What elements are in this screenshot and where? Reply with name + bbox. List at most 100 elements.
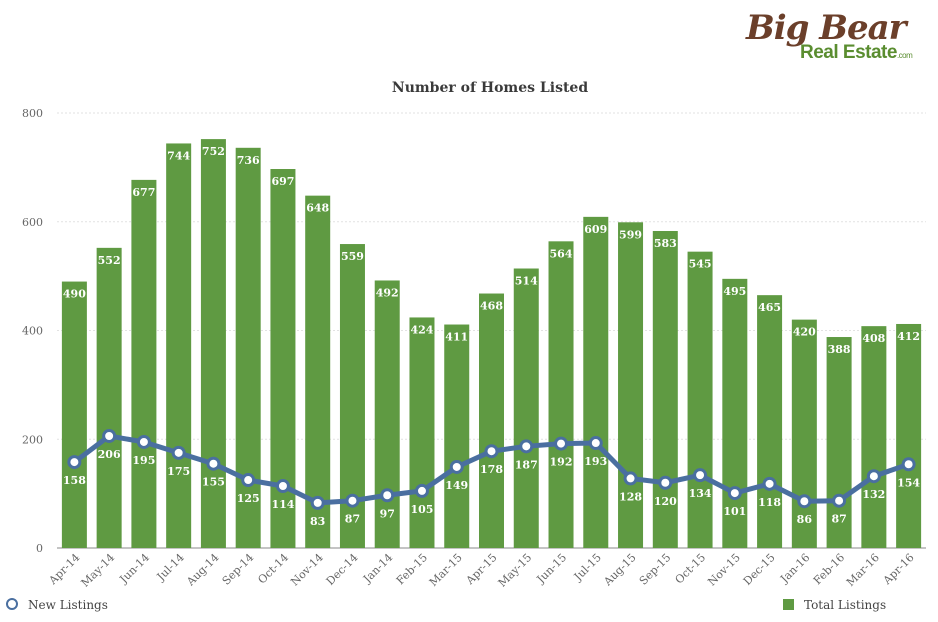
bar-value-label: 490 — [63, 288, 86, 301]
point-new-listings — [414, 483, 429, 498]
x-tick-label: Dec-14 — [324, 551, 361, 588]
x-tick-label: Oct-15 — [673, 551, 709, 587]
point-new-listings — [449, 459, 464, 474]
line-value-label: 87 — [831, 513, 846, 526]
bar-value-label: 514 — [515, 275, 538, 288]
line-value-label: 192 — [550, 456, 573, 469]
bar-total-listings — [618, 222, 644, 548]
line-value-label: 97 — [380, 507, 395, 520]
bar-total-listings — [513, 268, 539, 548]
bar-total-listings — [548, 241, 574, 548]
point-new-listings — [832, 493, 847, 508]
point-new-listings — [658, 475, 673, 490]
point-new-listings — [102, 428, 117, 443]
bar-total-listings — [444, 324, 470, 548]
line-value-label: 125 — [237, 492, 260, 505]
x-tick-label: Apr-14 — [46, 551, 83, 588]
x-tick-label: Jul-14 — [154, 551, 187, 584]
line-value-label: 149 — [445, 479, 468, 492]
point-new-listings — [171, 445, 186, 460]
bar-value-label: 420 — [793, 326, 816, 339]
bar-total-listings — [757, 295, 783, 548]
point-new-listings — [380, 488, 395, 503]
legend-total-listings[interactable]: Total Listings — [783, 598, 886, 612]
bar-value-label: 559 — [341, 250, 364, 263]
line-value-label: 134 — [689, 487, 712, 500]
line-value-label: 86 — [797, 513, 813, 526]
x-tick-label: Jun-14 — [116, 551, 152, 587]
line-value-label: 206 — [98, 448, 121, 461]
line-value-label: 158 — [63, 474, 86, 487]
x-tick-label: Feb-15 — [394, 551, 430, 587]
point-new-listings — [623, 471, 638, 486]
bar-value-label: 677 — [132, 186, 155, 199]
x-tick-label: Jan-14 — [360, 551, 395, 586]
point-new-listings — [345, 493, 360, 508]
line-value-label: 118 — [758, 496, 781, 509]
bar-value-label: 564 — [550, 247, 573, 260]
point-new-listings — [693, 468, 708, 483]
bar-total-listings — [583, 216, 609, 548]
bar-value-label: 465 — [758, 301, 781, 314]
point-new-listings — [554, 436, 569, 451]
point-new-listings — [901, 457, 916, 472]
x-tick-label: Oct-14 — [255, 551, 291, 587]
bar-total-listings — [479, 293, 504, 548]
line-value-label: 83 — [310, 515, 325, 528]
point-new-listings — [762, 476, 777, 491]
line-value-label: 101 — [723, 505, 746, 518]
bar-value-label: 697 — [271, 175, 294, 188]
x-tick-label: Mar-15 — [427, 551, 465, 589]
legend-new-listings-label: New Listings — [28, 598, 108, 612]
line-value-label: 195 — [132, 454, 155, 467]
x-tick-label: Apr-15 — [463, 551, 500, 588]
y-tick-label: 200 — [22, 433, 43, 446]
legend-line-marker-icon — [6, 598, 18, 610]
line-value-label: 155 — [202, 476, 225, 489]
point-new-listings — [797, 494, 812, 509]
point-new-listings — [727, 486, 742, 501]
x-tick-label: Mar-16 — [844, 551, 882, 589]
bar-total-listings — [896, 323, 922, 548]
bar-value-label: 583 — [654, 237, 677, 250]
bar-value-label: 492 — [376, 286, 399, 299]
bar-value-label: 388 — [828, 343, 851, 356]
line-value-label: 193 — [584, 455, 607, 468]
point-new-listings — [519, 439, 534, 454]
point-new-listings — [310, 495, 325, 510]
bar-total-listings — [861, 326, 887, 548]
logo-text-realestate: Real Estate — [800, 42, 897, 63]
bar-total-listings — [235, 147, 261, 549]
bar-total-listings — [722, 278, 748, 548]
bar-value-label: 411 — [445, 331, 468, 344]
bar-value-label: 744 — [167, 149, 190, 162]
bar-value-label: 545 — [689, 258, 712, 271]
point-new-listings — [67, 455, 82, 470]
chart-title: Number of Homes Listed — [391, 80, 589, 96]
logo-text-sub: Real Estate.com — [800, 42, 913, 64]
bar-total-listings — [687, 251, 713, 548]
line-value-label: 128 — [619, 490, 642, 503]
line-value-label: 114 — [271, 498, 294, 511]
line-value-label: 132 — [862, 488, 885, 501]
bar-total-listings — [131, 179, 157, 548]
bar-value-label: 752 — [202, 145, 225, 158]
bar-total-listings — [96, 247, 122, 548]
point-new-listings — [275, 479, 290, 494]
bar-total-listings — [374, 280, 400, 548]
bar-value-label: 412 — [897, 330, 920, 343]
bar-value-label: 599 — [619, 228, 642, 241]
line-value-label: 178 — [480, 463, 503, 476]
point-new-listings — [206, 456, 221, 471]
line-value-label: 154 — [897, 476, 920, 489]
legend-new-listings[interactable]: New Listings — [6, 598, 108, 612]
bar-total-listings — [305, 195, 331, 548]
line-value-label: 87 — [345, 513, 360, 526]
x-tick-label: Jan-16 — [777, 551, 812, 586]
point-new-listings — [136, 434, 151, 449]
x-tick-label: Aug-15 — [601, 551, 639, 589]
bar-value-label: 468 — [480, 300, 503, 313]
y-tick-label: 600 — [22, 216, 43, 229]
bar-value-label: 408 — [862, 332, 885, 345]
